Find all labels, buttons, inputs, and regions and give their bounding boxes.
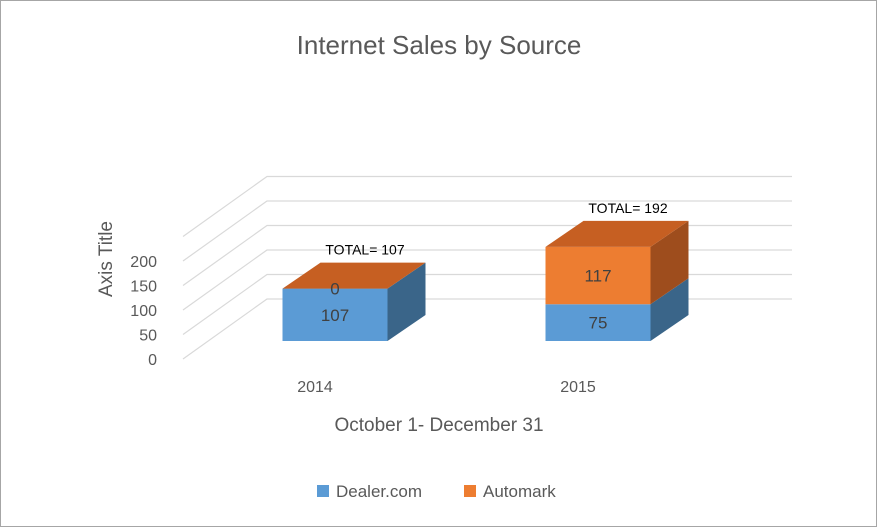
data-label: 117 [584,267,611,286]
x-axis-ticks: 2014 2015 [297,379,596,396]
bar-side [650,220,689,305]
gridline [182,249,792,311]
legend-label: Automark [483,482,556,501]
gridline [182,200,792,262]
x-axis-title: October 1- December 31 [334,415,543,436]
bar-front-dealer-com [282,288,388,341]
y-axis-title: Axis Title [96,221,117,297]
bars [282,220,689,341]
bar-side [387,262,426,341]
gridline [182,298,792,360]
y-tick-label: 100 [130,303,157,320]
total-label: TOTAL= 107 [325,242,404,258]
gridline [182,224,792,286]
bar-top [545,220,689,247]
y-tick-label: 50 [139,328,157,345]
legend-swatch [464,485,476,497]
gridlines [182,175,792,360]
bar-front-automark [545,246,651,305]
legend-swatch [317,485,329,497]
y-axis-ticks: 0 50 100 150 200 [130,254,157,369]
total-label: TOTAL= 192 [588,200,667,216]
data-labels: 107 0 TOTAL= 107 75 117 TOTAL= 192 [321,200,668,333]
bar-front-dealer-com [545,304,651,341]
bar-top [282,262,426,289]
y-tick-label: 200 [130,254,157,271]
x-tick-label: 2015 [560,379,596,396]
y-tick-label: 150 [130,279,157,296]
data-label: 75 [589,314,608,333]
y-tick-label: 0 [148,352,157,369]
chart-title: Internet Sales by Source [297,30,582,60]
gridline [182,273,792,335]
data-label: 107 [321,306,349,325]
legend: Dealer.com Automark [317,482,556,501]
data-label: 0 [330,280,339,299]
gridline [182,175,792,237]
bar-side [650,278,689,341]
x-tick-label: 2014 [297,379,333,396]
legend-label: Dealer.com [336,482,422,501]
